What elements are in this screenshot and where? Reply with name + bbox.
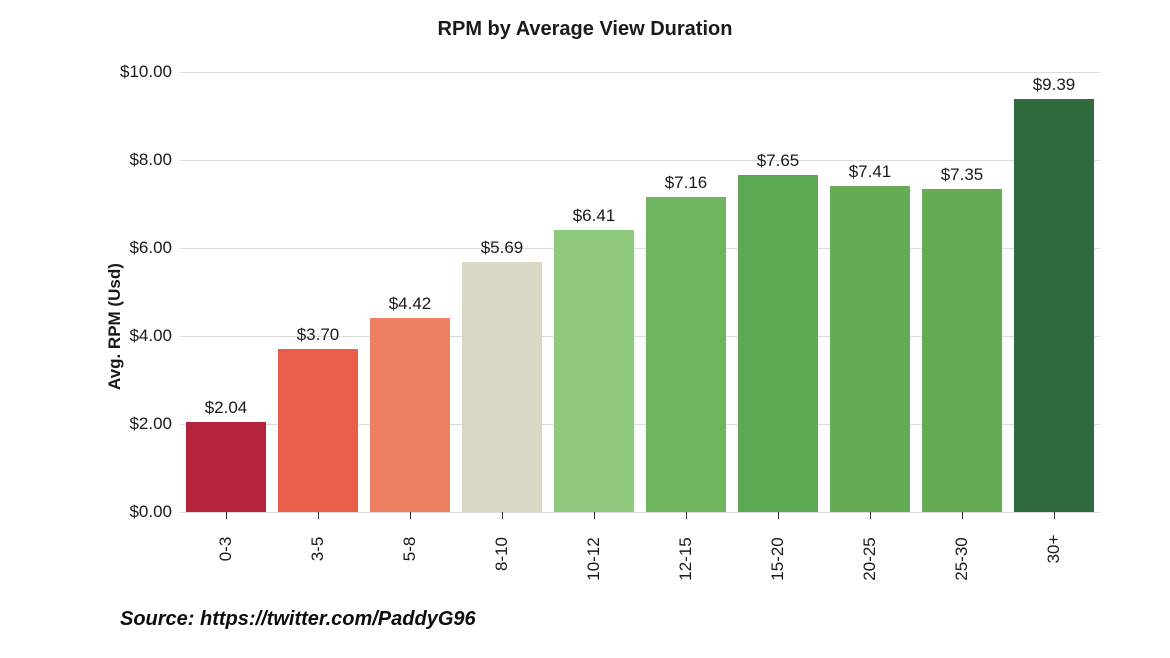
x-tick-label: 8-10 [492,537,512,571]
x-tick-label: 12-15 [676,537,696,580]
x-tick-label: 3-5 [308,536,328,561]
chart-title: RPM by Average View Duration [0,18,1170,41]
bar-value-label: $3.70 [278,325,357,345]
y-tick-label: $4.00 [110,326,172,346]
x-tick [686,512,687,519]
gridline [180,160,1100,161]
x-tick [870,512,871,519]
bar: $7.41 [830,186,909,512]
bar-value-label: $7.16 [646,173,725,193]
x-tick [778,512,779,519]
x-tick [318,512,319,519]
y-tick-label: $6.00 [110,238,172,258]
bar: $3.70 [278,349,357,512]
bar-value-label: $7.35 [922,165,1001,185]
x-tick [962,512,963,519]
bar-value-label: $4.42 [370,294,449,314]
bar: $7.65 [738,175,817,512]
x-tick-label: 30+ [1044,534,1064,563]
bar: $4.42 [370,318,449,512]
x-tick [1054,512,1055,519]
y-tick-label: $0.00 [110,502,172,522]
y-tick-label: $10.00 [110,62,172,82]
source-attribution: Source: https://twitter.com/PaddyG96 [120,608,476,631]
bar: $7.35 [922,189,1001,512]
x-tick-label: 0-3 [216,536,236,561]
x-tick-label: 15-20 [768,537,788,580]
bar-value-label: $6.41 [554,206,633,226]
x-tick [502,512,503,519]
bar: $9.39 [1014,99,1093,512]
bar-value-label: $2.04 [186,398,265,418]
y-tick-label: $8.00 [110,150,172,170]
bar: $5.69 [462,262,541,512]
x-tick [226,512,227,519]
y-tick-label: $2.00 [110,414,172,434]
gridline [180,72,1100,73]
chart-container: RPM by Average View Duration Avg. RPM (U… [0,0,1170,658]
bar-value-label: $5.69 [462,238,541,258]
bar: $7.16 [646,197,725,512]
x-tick-label: 20-25 [860,537,880,580]
bar-value-label: $7.65 [738,151,817,171]
bar-value-label: $7.41 [830,162,909,182]
bar: $2.04 [186,422,265,512]
x-tick [594,512,595,519]
x-tick [410,512,411,519]
x-tick-label: 5-8 [400,536,420,561]
plot-area: $0.00$2.00$4.00$6.00$8.00$10.00$2.040-3$… [180,72,1100,512]
bar-value-label: $9.39 [1014,75,1093,95]
bar: $6.41 [554,230,633,512]
x-tick-label: 25-30 [952,537,972,580]
x-tick-label: 10-12 [584,537,604,580]
